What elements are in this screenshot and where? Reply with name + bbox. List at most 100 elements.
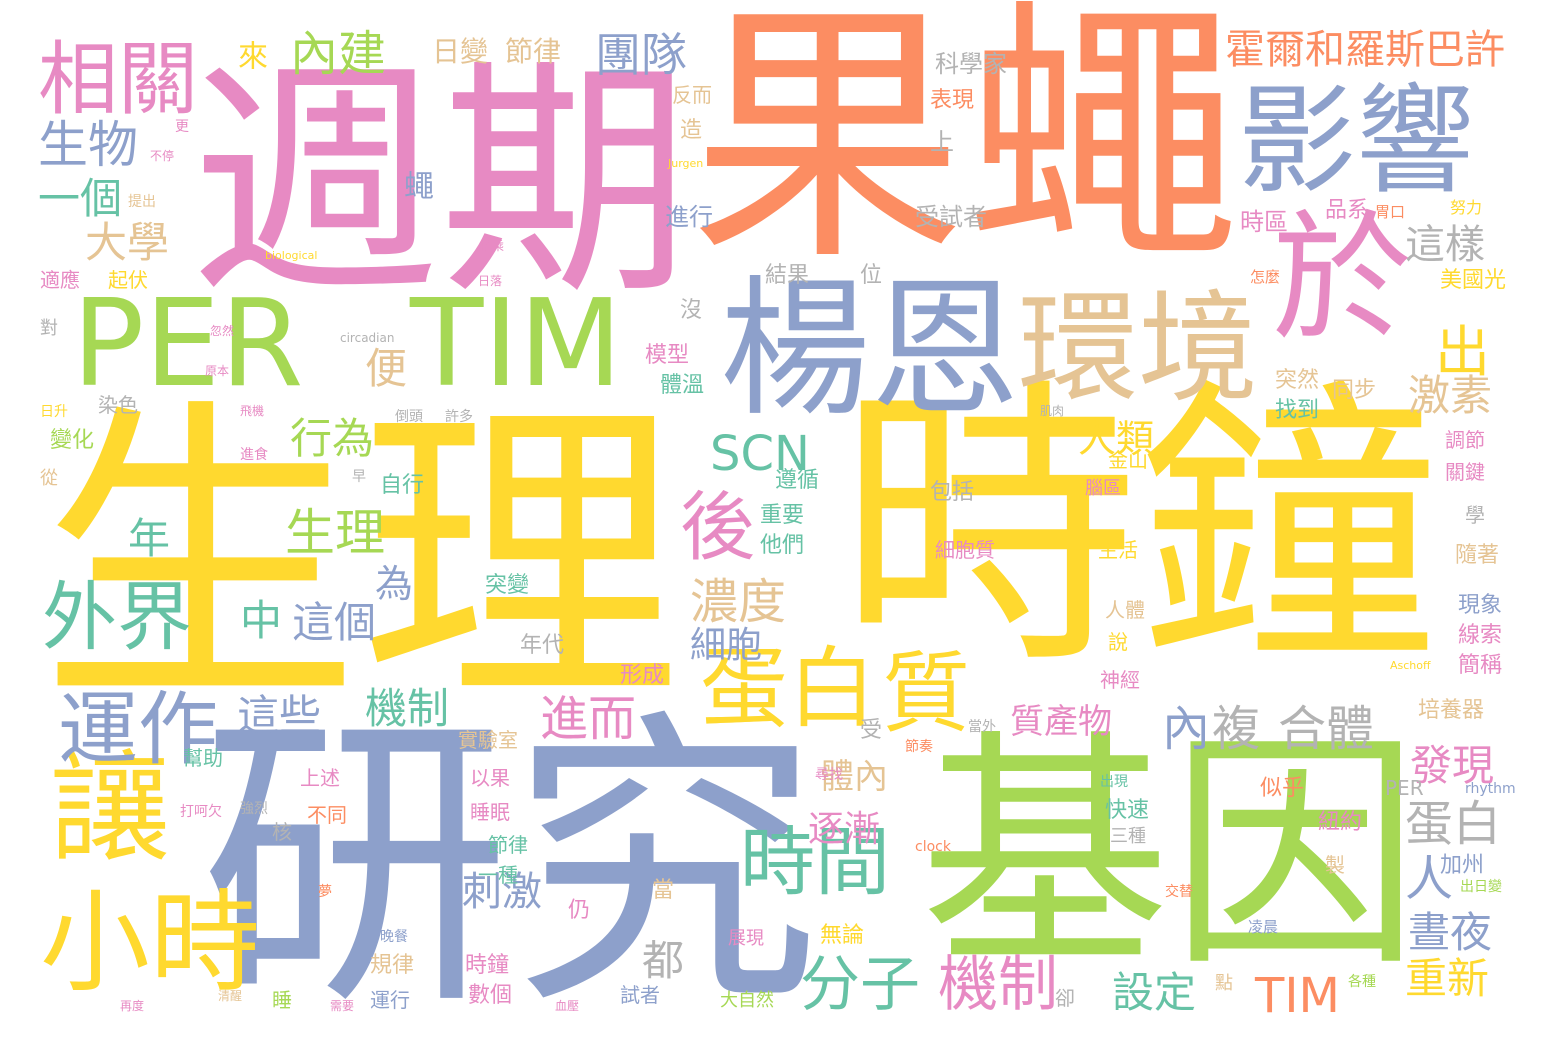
word: 年代: [520, 633, 565, 658]
word: 上: [930, 128, 954, 156]
word: 實驗室: [458, 728, 518, 752]
word: 飛機: [240, 404, 265, 418]
word: 睡: [272, 988, 292, 1012]
word: 製: [1325, 853, 1345, 877]
word: 品系: [1325, 198, 1370, 223]
word: 更: [175, 119, 189, 135]
word: 造: [680, 118, 703, 143]
word: 受: [860, 718, 883, 743]
word: 生理: [40, 374, 680, 746]
word: 讓: [50, 740, 170, 879]
word: 調節: [1445, 428, 1485, 452]
word: 夢: [318, 884, 332, 900]
word: 人體: [1105, 598, 1145, 622]
word: 機制: [365, 684, 450, 733]
word: 點: [1215, 973, 1233, 994]
word: 內: [1162, 701, 1211, 757]
word: 仍: [568, 898, 591, 923]
word: 打呵欠: [180, 804, 222, 820]
word: 發現: [1410, 741, 1495, 790]
word: 時區: [1240, 208, 1288, 236]
word: 無論: [820, 923, 865, 948]
word: 節律: [505, 35, 562, 68]
word: 科學家: [935, 50, 1007, 78]
word: 找到: [1275, 398, 1320, 423]
word: 基因: [920, 709, 1420, 1000]
word: 生活: [1098, 538, 1138, 562]
word: 清醒: [218, 989, 243, 1003]
word: 體溫: [660, 373, 705, 398]
word: 快速: [1105, 798, 1150, 823]
word: 隨著: [1455, 543, 1500, 568]
word: 這樣: [1405, 222, 1485, 268]
word: 神經: [1100, 668, 1140, 692]
word: 設定: [1112, 968, 1197, 1017]
word: 為: [375, 562, 414, 606]
word: 沒: [680, 298, 703, 323]
word: 模型: [645, 343, 690, 368]
word: 出現: [1100, 774, 1128, 790]
word: 搭乘: [480, 239, 505, 253]
word: 進行: [665, 203, 713, 231]
word: 大自然: [720, 990, 774, 1011]
word: 突然: [1275, 368, 1320, 393]
word: clock: [915, 839, 951, 855]
word: 這些: [237, 691, 322, 740]
word: 從: [40, 468, 58, 489]
word: 蛋白: [700, 637, 877, 740]
word: 晝夜: [1408, 908, 1493, 957]
word: 交替: [1165, 884, 1193, 900]
word: 當: [652, 878, 675, 903]
word: 逐漸: [808, 809, 881, 850]
word: 日落: [478, 274, 503, 288]
word: 影響: [1238, 72, 1475, 210]
word: 一個: [38, 174, 123, 223]
word: 質: [882, 642, 971, 745]
word: 進食: [240, 447, 268, 463]
word: 提出: [128, 194, 156, 210]
word: 睡眠: [470, 800, 510, 824]
word: TIM: [1255, 968, 1340, 1024]
word: 再度: [120, 999, 145, 1013]
word: 腦區: [1085, 478, 1121, 499]
word: 於: [1272, 198, 1413, 361]
word: 血壓: [555, 999, 580, 1013]
word: TIM: [410, 275, 623, 414]
word: Jurgen: [668, 157, 704, 170]
word: biological: [265, 249, 318, 262]
word: 細胞: [690, 625, 763, 666]
word: 生理: [285, 504, 385, 562]
word: 對: [40, 318, 58, 339]
word: 體內: [820, 757, 888, 797]
word: 重要: [760, 503, 805, 528]
word: 努力: [1450, 198, 1483, 217]
word: 線索: [1458, 623, 1503, 648]
word: 受試者: [915, 203, 987, 231]
word: 強烈: [240, 801, 268, 817]
word: 節律: [488, 833, 528, 857]
word: 反而: [672, 83, 712, 107]
word: 突變: [485, 573, 530, 598]
word: 怎麼: [1250, 268, 1281, 286]
word: 同步: [1332, 378, 1377, 403]
word: 相關: [38, 33, 198, 126]
word: 行為: [290, 414, 375, 463]
word: 變化: [50, 428, 95, 453]
word: 規律: [370, 953, 415, 978]
word: 凌晨: [1248, 918, 1279, 936]
word: 蠅: [398, 170, 433, 200]
word: 上述: [300, 766, 340, 790]
word: 學: [1465, 503, 1485, 527]
word: 時鐘: [465, 953, 510, 978]
word: 外界: [42, 573, 193, 661]
word: 忽然: [210, 324, 235, 338]
word: 合體: [1278, 701, 1375, 757]
word: 研究: [200, 686, 820, 1047]
word: 適應: [40, 268, 80, 292]
word: 濃度: [690, 574, 787, 630]
word: 來: [232, 40, 267, 70]
word: 試者: [620, 983, 660, 1007]
word: 關鍵: [1445, 460, 1485, 484]
word: 運作: [58, 683, 218, 776]
